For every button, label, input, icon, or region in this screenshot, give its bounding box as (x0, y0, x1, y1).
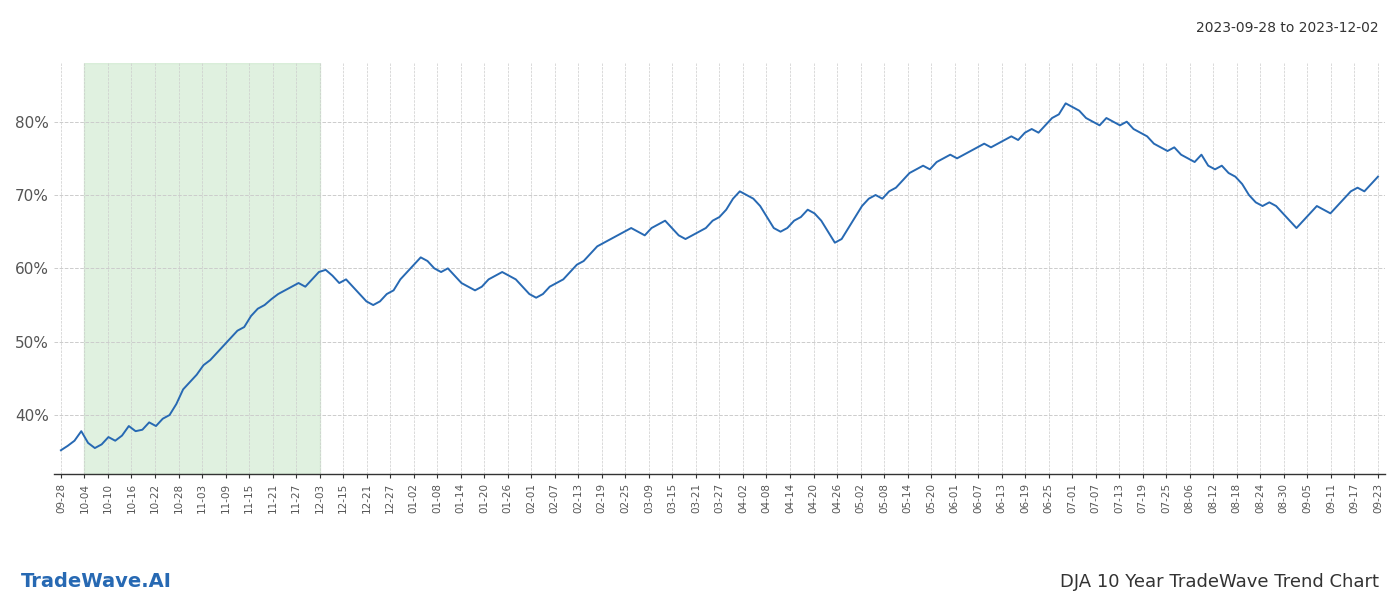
Text: 2023-09-28 to 2023-12-02: 2023-09-28 to 2023-12-02 (1197, 21, 1379, 35)
Text: TradeWave.AI: TradeWave.AI (21, 572, 172, 591)
Text: DJA 10 Year TradeWave Trend Chart: DJA 10 Year TradeWave Trend Chart (1060, 573, 1379, 591)
Bar (84, 63, 319, 474)
